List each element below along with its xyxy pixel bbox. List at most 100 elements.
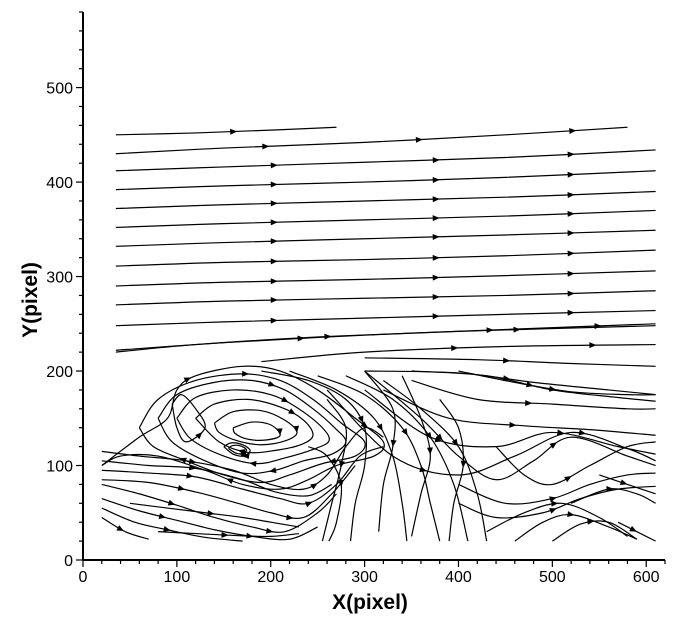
streamline-arrow xyxy=(549,508,557,514)
streamline-arrow xyxy=(243,451,250,460)
streamline-arrow xyxy=(432,274,440,281)
y-tick-label: 200 xyxy=(46,364,73,381)
streamline-arrow xyxy=(188,464,197,471)
streamline-arrow xyxy=(241,370,250,377)
streamline-arrow xyxy=(304,501,313,508)
streamline xyxy=(552,520,638,542)
streamline-arrow xyxy=(158,513,167,519)
streamline-arrow xyxy=(513,326,521,333)
streamline-arrow xyxy=(376,423,383,432)
streamline-arrow xyxy=(357,415,364,424)
streamline-arrow xyxy=(567,210,575,217)
streamline-arrow xyxy=(503,357,511,364)
streamline xyxy=(115,126,628,155)
streamline-arrow xyxy=(425,431,432,440)
streamline-arrow xyxy=(276,428,283,436)
streamline-arrow xyxy=(432,254,440,261)
streamline-arrow xyxy=(569,127,577,134)
streamline xyxy=(101,483,337,533)
streamline-arrow xyxy=(619,479,628,486)
streamline xyxy=(364,357,656,367)
streamline xyxy=(232,421,281,441)
streamline xyxy=(458,485,656,519)
streamline xyxy=(115,170,656,191)
streamline-arrow xyxy=(556,429,565,436)
x-tick-label: 200 xyxy=(257,569,284,586)
streamline-arrow xyxy=(195,432,203,440)
streamline xyxy=(228,444,248,455)
x-tick-label: 100 xyxy=(164,569,191,586)
streamline xyxy=(158,531,299,538)
streamline-arrow xyxy=(265,527,274,534)
streamline-arrow xyxy=(163,526,171,532)
streamline xyxy=(570,488,656,504)
streamline xyxy=(213,409,298,446)
streamline-arrow xyxy=(525,399,533,406)
streamline-arrow xyxy=(434,436,443,443)
streamline-arrow xyxy=(280,396,289,403)
streamline-arrow xyxy=(551,500,559,507)
y-tick-label: 500 xyxy=(46,81,73,98)
streamline-arrow xyxy=(270,278,278,285)
y-tick-label: 0 xyxy=(64,553,73,570)
streamline-arrow xyxy=(578,429,587,436)
streamline xyxy=(326,389,656,476)
streamline xyxy=(115,290,656,306)
y-tick-label: 100 xyxy=(46,459,73,476)
streamline-arrow xyxy=(432,233,440,240)
streamline-arrow xyxy=(240,450,247,458)
streamline xyxy=(401,375,431,537)
streamline xyxy=(599,474,656,495)
streamline-arrow xyxy=(270,297,278,304)
x-tick-label: 0 xyxy=(79,569,88,586)
streamline xyxy=(115,126,337,136)
streamline-arrow xyxy=(432,196,440,203)
streamline xyxy=(411,379,656,410)
streamline-arrow xyxy=(432,294,440,301)
streamline-arrow xyxy=(288,408,296,415)
streamline-arrow xyxy=(567,270,575,277)
streamline-arrow xyxy=(297,335,305,342)
streamline-arrow xyxy=(249,460,257,467)
streamline xyxy=(101,460,333,497)
streamline-arrow xyxy=(167,499,176,506)
streamline-arrow xyxy=(267,380,276,387)
streamline xyxy=(101,427,384,491)
axes: 0 100 200 300 400 500 600 0 100 200 300 400 500 xyxy=(46,11,666,586)
x-ticks: 0 100 200 300 400 500 600 xyxy=(79,560,666,586)
streamline-arrow xyxy=(509,421,517,428)
streamline-arrow xyxy=(415,136,423,143)
streamline xyxy=(115,209,656,229)
streamline xyxy=(383,380,488,542)
streamline-arrow xyxy=(262,143,270,150)
streamline-arrow xyxy=(549,442,557,449)
streamline-arrow xyxy=(188,458,197,465)
streamline-arrow xyxy=(324,333,332,340)
streamline-arrow xyxy=(451,438,459,447)
streamline-arrow xyxy=(460,460,467,468)
streamline xyxy=(289,370,408,542)
streamline-arrow xyxy=(432,176,440,183)
streamline xyxy=(157,379,347,475)
streamline-arrow xyxy=(426,447,433,455)
streamline xyxy=(364,370,656,396)
streamline-arrow xyxy=(432,313,440,320)
streamline xyxy=(115,149,656,172)
streamline-arrow xyxy=(286,514,294,521)
streamline xyxy=(458,370,656,396)
streamline xyxy=(317,375,441,542)
streamline xyxy=(176,389,330,465)
streamline-arrow xyxy=(270,200,278,207)
streamline-arrow xyxy=(183,377,192,384)
streamline-arrow xyxy=(567,511,575,518)
x-tick-label: 400 xyxy=(445,569,472,586)
streamline-arrow xyxy=(432,215,440,222)
streamline-arrow xyxy=(567,191,575,198)
streamline xyxy=(495,441,656,486)
streamline-arrow xyxy=(270,162,278,169)
streamline-arrow xyxy=(594,323,602,330)
streamline-arrow xyxy=(360,421,369,428)
streamline-arrow xyxy=(270,258,278,265)
streamline xyxy=(223,442,251,457)
streamline-arrow xyxy=(451,345,459,352)
